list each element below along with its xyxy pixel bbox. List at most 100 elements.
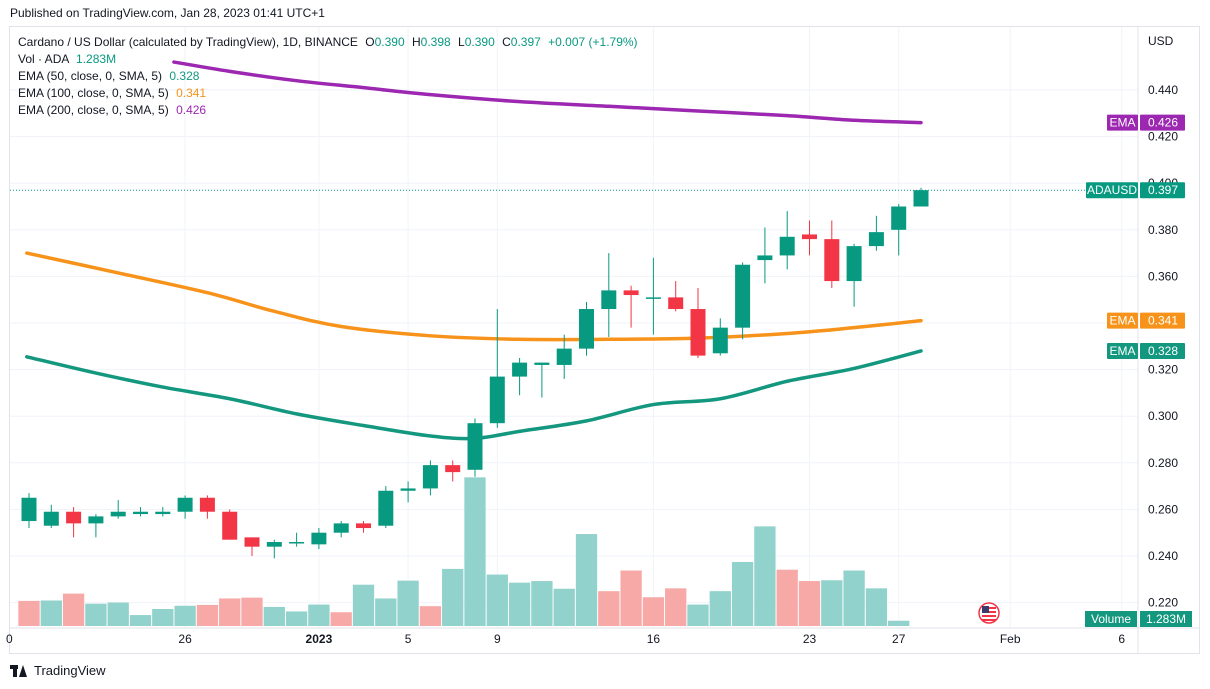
candle bbox=[645, 257, 661, 335]
legend-ema50-row[interactable]: EMA (50, close, 0, SMA, 5) 0.328 bbox=[18, 68, 638, 85]
volume-bar bbox=[219, 598, 241, 626]
candle-body bbox=[88, 516, 104, 524]
volume-bar bbox=[85, 603, 107, 626]
price-badge-label: EMA bbox=[1109, 116, 1135, 130]
candle-body bbox=[311, 532, 327, 545]
price-badge-value-bg bbox=[1140, 312, 1185, 329]
volume-bar bbox=[397, 580, 419, 626]
candle-body bbox=[378, 490, 394, 526]
candle-body bbox=[266, 542, 282, 547]
volume-bar bbox=[352, 584, 375, 626]
volume-bar bbox=[196, 604, 219, 626]
tradingview-logo[interactable]: TradingView bbox=[10, 663, 106, 678]
volume-bar bbox=[241, 597, 263, 626]
volume-bar bbox=[821, 580, 843, 626]
candle bbox=[311, 528, 327, 550]
ema100-value: 0.341 bbox=[176, 86, 207, 100]
volume-bar bbox=[531, 581, 553, 626]
tradingview-icon bbox=[10, 664, 28, 677]
volume-bar bbox=[843, 570, 865, 626]
published-caption: Published on TradingView.com, Jan 28, 20… bbox=[10, 6, 325, 20]
price-badge-value: 0.397 bbox=[1148, 183, 1178, 197]
volume-value: 1.283M bbox=[76, 52, 117, 66]
volume-bar bbox=[152, 608, 174, 626]
high-label: H bbox=[411, 35, 421, 49]
volume-bar bbox=[40, 600, 62, 626]
price-badge-value-bg bbox=[1140, 182, 1185, 199]
candle bbox=[913, 187, 929, 207]
close-label: C bbox=[502, 35, 511, 49]
volume-bar bbox=[442, 568, 464, 626]
volume-bars bbox=[18, 477, 910, 626]
candle bbox=[333, 521, 349, 538]
currency-label: USD bbox=[1148, 34, 1174, 48]
volume-bar bbox=[598, 591, 620, 626]
candle bbox=[133, 507, 148, 517]
volume-bar bbox=[330, 612, 352, 626]
price-badge-value-bg bbox=[1140, 342, 1185, 359]
legend-ema100-row[interactable]: EMA (100, close, 0, SMA, 5) 0.341 bbox=[18, 85, 638, 102]
candle bbox=[735, 262, 751, 340]
candle bbox=[623, 285, 639, 328]
candle bbox=[66, 507, 82, 538]
volume-bar bbox=[464, 477, 486, 626]
volume-bar bbox=[731, 562, 754, 626]
open-label: O bbox=[365, 35, 375, 49]
volume-bar bbox=[687, 604, 709, 626]
candle-body bbox=[222, 511, 238, 540]
candle-body bbox=[422, 465, 438, 489]
legend-ema200-row[interactable]: EMA (200, close, 0, SMA, 5) 0.426 bbox=[18, 102, 638, 119]
volume-bar bbox=[263, 606, 285, 626]
volume-bar bbox=[62, 593, 85, 626]
us-flag-icon bbox=[978, 602, 1000, 624]
candle-body bbox=[133, 511, 148, 515]
candle-body bbox=[400, 488, 416, 491]
legend-volume-row[interactable]: Vol · ADA 1.283M bbox=[18, 51, 638, 68]
price-tick-label: 0.440 bbox=[1148, 83, 1178, 97]
price-tick-label: 0.320 bbox=[1148, 363, 1178, 377]
price-badge-label-bg bbox=[1107, 114, 1138, 131]
candle bbox=[868, 215, 884, 251]
candle bbox=[266, 539, 282, 559]
candle bbox=[177, 495, 193, 519]
time-tick-label: 26 bbox=[178, 632, 192, 646]
candle-body bbox=[512, 362, 528, 377]
volume-bar bbox=[776, 569, 798, 626]
price-tick-label: 0.380 bbox=[1148, 223, 1178, 237]
candle bbox=[199, 495, 215, 519]
candle bbox=[668, 281, 684, 312]
volume-bar bbox=[709, 591, 731, 626]
candle bbox=[289, 532, 305, 547]
candle bbox=[88, 514, 104, 538]
volume-bar bbox=[129, 615, 152, 626]
candle-body bbox=[645, 297, 661, 299]
ema50-label: EMA (50, close, 0, SMA, 5) bbox=[18, 69, 163, 83]
volume-bar bbox=[798, 581, 821, 626]
price-tick-label: 0.360 bbox=[1148, 269, 1178, 283]
candle-body bbox=[43, 511, 59, 526]
candle bbox=[21, 493, 37, 529]
candle-body bbox=[333, 523, 349, 533]
candle-body bbox=[534, 362, 550, 365]
tradingview-wordmark: TradingView bbox=[34, 663, 106, 678]
candle bbox=[445, 460, 461, 482]
volume-bar bbox=[308, 604, 330, 626]
volume-bar bbox=[888, 620, 910, 626]
symbol-title[interactable]: Cardano / US Dollar (calculated by Tradi… bbox=[18, 35, 358, 49]
volume-badge-label-bg bbox=[1085, 611, 1137, 627]
time-tick-label: 23 bbox=[803, 632, 817, 646]
volume-bar bbox=[18, 600, 40, 626]
volume-label: Vol · ADA bbox=[18, 52, 69, 66]
candle bbox=[712, 318, 728, 356]
candle bbox=[779, 211, 795, 270]
candle-body bbox=[579, 309, 594, 349]
candle bbox=[110, 500, 126, 519]
candle-body bbox=[489, 376, 505, 424]
volume-badge-label: Volume bbox=[1091, 612, 1131, 626]
ema200-line bbox=[172, 60, 923, 125]
candle bbox=[400, 481, 416, 503]
price-tick-label: 0.260 bbox=[1148, 502, 1178, 516]
chart-frame bbox=[9, 26, 1200, 654]
price-badge-label: EMA bbox=[1109, 344, 1135, 358]
